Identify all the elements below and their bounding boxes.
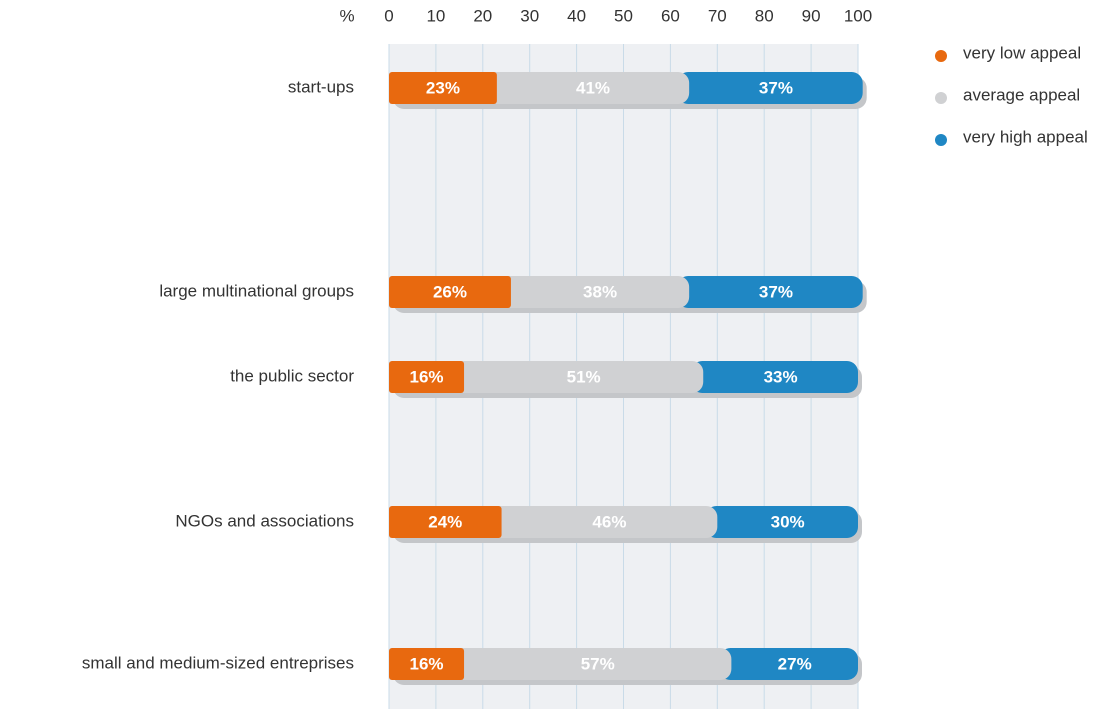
x-tick-label: 50 <box>614 6 633 25</box>
bar-value-label: 23% <box>426 78 460 97</box>
bar-value-label: 37% <box>759 78 793 97</box>
x-tick-label: 40 <box>567 6 586 25</box>
bar-value-label: 46% <box>592 512 626 531</box>
bar-value-label: 51% <box>567 367 601 386</box>
x-tick-label: 100 <box>844 6 872 25</box>
bar-segment <box>389 361 465 393</box>
bar-value-label: 24% <box>428 512 462 531</box>
x-tick-label: 10 <box>426 6 445 25</box>
bar-segment <box>389 648 465 680</box>
legend-label: average appeal <box>963 85 1080 104</box>
bar-value-label: 16% <box>410 654 444 673</box>
bar-value-label: 33% <box>764 367 798 386</box>
bar-segment <box>691 361 858 393</box>
category-label: large multinational groups <box>159 281 354 300</box>
bar-segment <box>389 72 497 104</box>
bar-value-label: 30% <box>771 512 805 531</box>
x-tick-label: 20 <box>473 6 492 25</box>
x-tick-label: 70 <box>708 6 727 25</box>
bar-value-label: 57% <box>581 654 615 673</box>
legend-label: very low appeal <box>963 43 1081 62</box>
x-axis-label: % <box>339 6 354 25</box>
bar-value-label: 27% <box>778 654 812 673</box>
x-tick-label: 60 <box>661 6 680 25</box>
bar-value-label: 37% <box>759 282 793 301</box>
legend-marker <box>935 92 947 104</box>
legend-label: very high appeal <box>963 127 1088 146</box>
x-tick-label: 80 <box>755 6 774 25</box>
legend-marker <box>935 134 947 146</box>
category-label: NGOs and associations <box>175 511 354 530</box>
bar-segment <box>719 648 858 680</box>
category-label: the public sector <box>230 366 354 385</box>
x-tick-label: 30 <box>520 6 539 25</box>
x-tick-label: 90 <box>802 6 821 25</box>
category-label: start-ups <box>288 77 354 96</box>
bar-value-label: 26% <box>433 282 467 301</box>
bar-segment <box>389 506 502 538</box>
bar-segment <box>677 72 863 104</box>
bar-value-label: 41% <box>576 78 610 97</box>
bar-segment <box>452 648 732 680</box>
bar-segment <box>677 276 863 308</box>
x-tick-label: 0 <box>384 6 393 25</box>
bar-segment <box>498 276 690 308</box>
category-label: small and medium-sized entreprises <box>82 653 354 672</box>
bar-value-label: 16% <box>410 367 444 386</box>
bar-segment <box>484 72 690 104</box>
bar-segment <box>705 506 858 538</box>
bar-value-label: 38% <box>583 282 617 301</box>
bar-segment <box>452 361 704 393</box>
bar-segment <box>489 506 718 538</box>
bar-segment <box>389 276 511 308</box>
legend-marker <box>935 50 947 62</box>
